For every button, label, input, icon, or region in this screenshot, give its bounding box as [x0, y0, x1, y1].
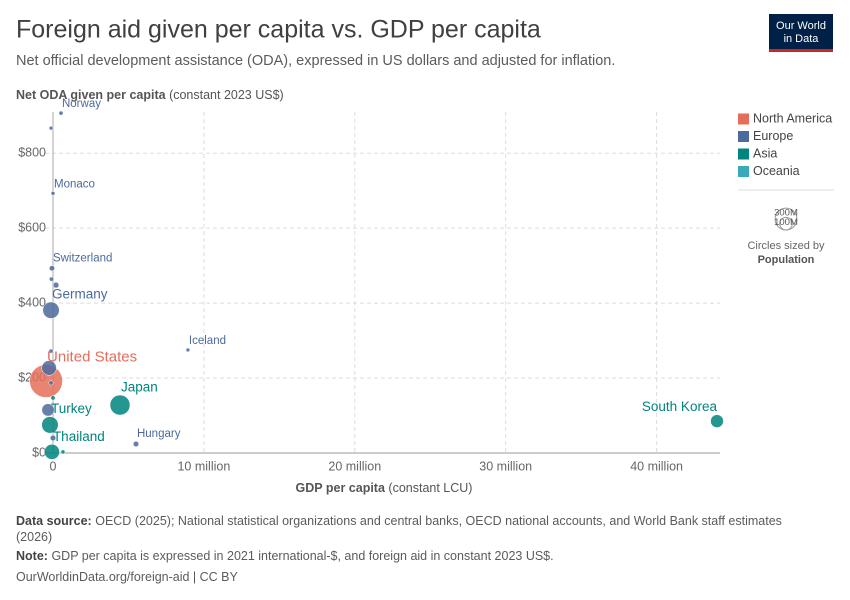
source-label: Data source:: [16, 514, 92, 528]
x-axis-unit: (constant LCU): [388, 481, 472, 495]
point: [50, 395, 56, 401]
source: Data source: OECD (2025); National stati…: [16, 513, 816, 545]
point: [41, 403, 55, 417]
chart-title: Foreign aid given per capita vs. GDP per…: [16, 16, 541, 44]
point: [109, 394, 131, 416]
logo-bar: [769, 49, 833, 52]
legend-label: Europe: [753, 129, 793, 143]
note-label: Note:: [16, 549, 48, 563]
point: [710, 414, 724, 428]
size-legend-label: 300M: [774, 208, 798, 219]
x-axis-label: GDP per capita: [296, 481, 386, 495]
grid: [45, 112, 720, 454]
credit[interactable]: OurWorldinData.org/foreign-aid | CC BY: [16, 569, 816, 585]
point: [42, 301, 60, 319]
legend-label: Oceania: [753, 164, 800, 178]
point-label: Switzerland: [53, 253, 112, 265]
point: [41, 416, 59, 434]
point-label: United States: [47, 349, 137, 366]
x-tick-label: 40 million: [630, 459, 683, 473]
point: [185, 347, 191, 353]
legend-swatch: [738, 148, 749, 160]
logo[interactable]: Our World in Data: [769, 14, 833, 52]
point: [50, 191, 56, 196]
size-legend-title: Circles sized by: [747, 240, 825, 252]
point: [48, 380, 54, 386]
point-label: Norway: [62, 98, 101, 110]
y-tick-label: $600: [18, 220, 46, 234]
source-text: OECD (2025); National statistical organi…: [16, 514, 782, 544]
point: [49, 265, 55, 272]
point-labels: United States Japan Turkey Germany Thailand S…: [47, 98, 717, 444]
point-label: South Korea: [642, 399, 718, 414]
y-tick-label: $400: [18, 295, 46, 309]
legend-label: Asia: [753, 146, 777, 160]
note: Note: GDP per capita is expressed in 202…: [16, 548, 816, 564]
point: [44, 444, 60, 460]
y-tick-label: $800: [18, 146, 46, 160]
legend-swatch: [738, 113, 749, 125]
point-label: Turkey: [51, 401, 92, 416]
chart: Foreign aid given per capita vs. GDP per…: [16, 14, 834, 495]
point: [58, 110, 64, 116]
x-tick-label: 30 million: [479, 459, 532, 473]
chart-subtitle: Net official development assistance (ODA…: [16, 53, 615, 69]
point: [52, 281, 60, 289]
logo-text: Our World: [776, 20, 826, 32]
point-label: Hungary: [137, 428, 181, 440]
legend-swatch: [738, 166, 749, 177]
size-legend-circle: [779, 216, 793, 231]
point: [48, 125, 54, 131]
x-axis-title: GDP per capita (constant LCU): [296, 481, 473, 495]
credit-link[interactable]: OurWorldinData.org/foreign-aid | CC BY: [16, 570, 238, 584]
legend-label: North America: [753, 111, 832, 125]
note-text: GDP per capita is expressed in 2021 inte…: [51, 549, 554, 563]
point-label: Thailand: [53, 429, 105, 444]
y-axis-unit: (constant 2023 US$): [169, 88, 284, 102]
point: [49, 276, 54, 282]
point: [48, 348, 54, 354]
point-label: Japan: [121, 380, 158, 395]
x-tick-label: 20 million: [328, 459, 381, 473]
legend-swatch: [738, 131, 749, 142]
y-axis-title: Net ODA given per capita (constant 2023 …: [16, 88, 284, 102]
points: [29, 110, 724, 460]
point: [49, 434, 57, 442]
size-legend-variable: Population: [758, 254, 815, 266]
point-label: Iceland: [189, 335, 226, 347]
point-label: Germany: [52, 287, 108, 302]
logo-text: in Data: [784, 33, 820, 45]
y-tick-label: $0: [32, 445, 46, 459]
point: [41, 360, 57, 376]
x-tick-label: 0: [50, 459, 57, 473]
point: [60, 449, 66, 455]
point: [132, 440, 140, 448]
x-tick-label: 10 million: [177, 459, 230, 473]
logo-box[interactable]: [769, 14, 833, 50]
size-legend-label: 100M: [774, 217, 798, 228]
point-label: Monaco: [54, 178, 95, 190]
y-axis-label: Net ODA given per capita: [16, 88, 167, 102]
